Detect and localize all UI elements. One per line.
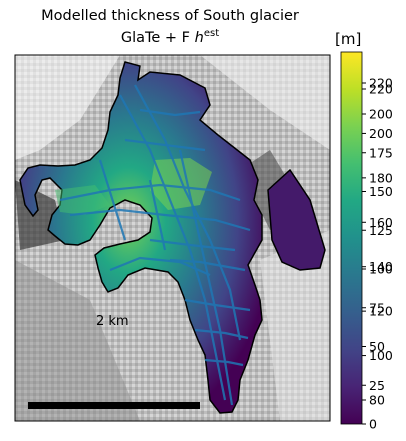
colorbar-tick-label: 160	[369, 215, 393, 230]
survey-line	[148, 179, 167, 251]
scale-bar	[28, 402, 200, 409]
survey-line	[109, 256, 211, 277]
survey-line	[69, 208, 251, 232]
map-frame	[14, 54, 331, 422]
snow-patch	[15, 55, 120, 160]
colorbar-tick-label: 125	[369, 223, 393, 238]
survey-line	[169, 258, 246, 272]
shadow-patch	[15, 260, 140, 421]
chart-subtitle: GlaTe + F hest	[0, 28, 340, 46]
colorbar-tick-label: 200	[369, 126, 393, 141]
colorbar-tick-label: 200	[369, 107, 393, 122]
subtitle-symbol: h	[194, 29, 204, 46]
colorbar-ticks-right: 0 25 50 75 100 125 150 175 200 220	[362, 76, 393, 432]
survey-line	[124, 138, 206, 152]
survey-line	[139, 108, 201, 117]
survey-line	[178, 149, 234, 406]
colorbar-label: [m]	[335, 30, 361, 48]
survey-line	[194, 328, 249, 340]
survey-line	[98, 159, 127, 241]
colorbar-tick-label: 140	[369, 259, 393, 274]
survey-line	[59, 183, 241, 202]
colorbar-tick-label: 220	[369, 76, 393, 91]
colorbar-tick-label: 150	[369, 184, 393, 199]
colorbar-tick-label: 175	[369, 145, 393, 160]
colorbar-tick-label: 100	[369, 262, 393, 277]
colorbar-tick-label: 50	[369, 339, 385, 354]
survey-lines	[59, 84, 251, 406]
colorbar-tick-label: 75	[369, 300, 385, 315]
map-area: 2 km	[15, 55, 330, 421]
side-tributary	[267, 168, 326, 271]
colorbar-tick-label: 25	[369, 378, 385, 393]
survey-line	[119, 94, 227, 401]
subtitle-prefix: GlaTe + F	[120, 29, 195, 46]
colorbar	[340, 51, 363, 425]
colorbar-tick-label: 0	[369, 417, 377, 432]
chart-title: Modelled thickness of South glacier	[41, 8, 299, 24]
colorbar-tick-label: 80	[369, 393, 385, 408]
subtitle-superscript: est	[203, 28, 220, 39]
colorbar-tick-label: 220	[369, 82, 393, 97]
colorbar-tick-label: 100	[369, 348, 393, 363]
thick-ice-zone	[150, 158, 212, 210]
colorbar-tick-label: 180	[369, 170, 393, 185]
snow-patch	[260, 230, 330, 421]
scale-bar-label: 2 km	[96, 314, 129, 329]
survey-line	[204, 358, 244, 367]
snow-patch	[200, 55, 330, 150]
colorbar-ticks-left: 80 100 120 140 160 180 200 220	[362, 82, 393, 408]
colorbar-tick-label: 120	[369, 304, 393, 319]
survey-line	[134, 84, 242, 341]
